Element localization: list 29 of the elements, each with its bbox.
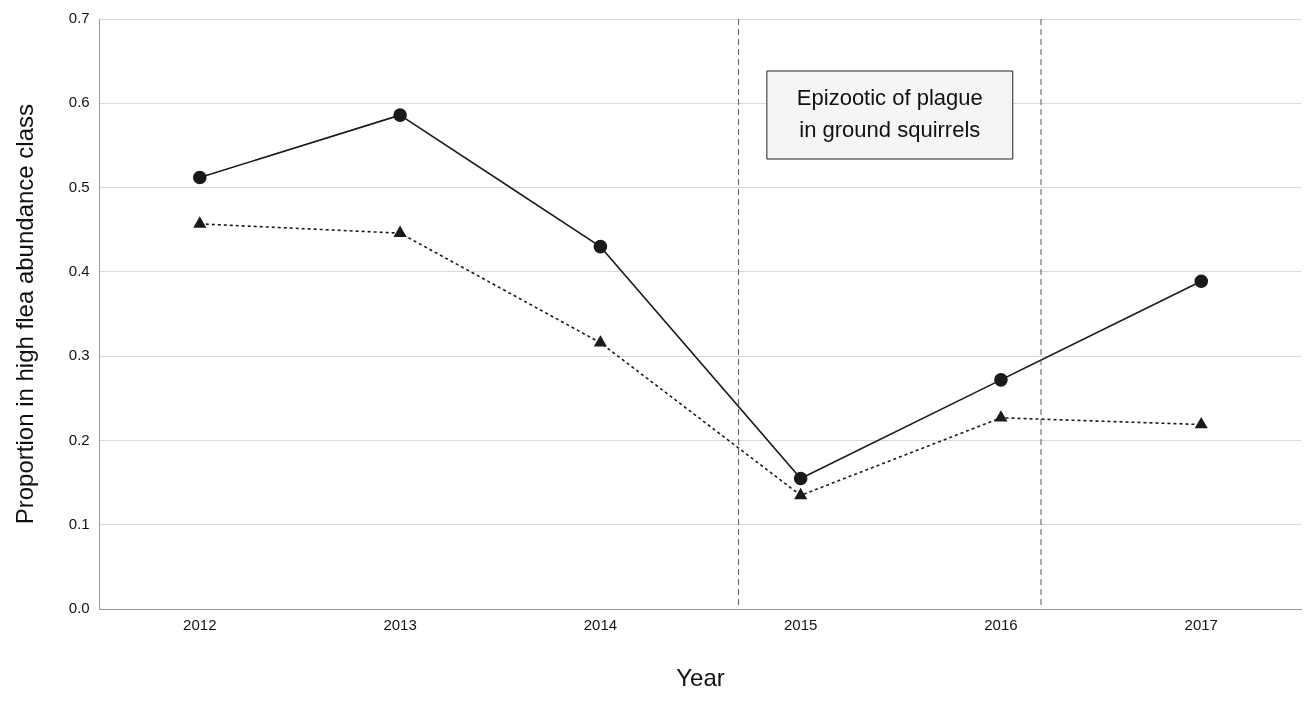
x-tick-label: 2016 [984, 616, 1018, 634]
x-tick-label: 2017 [1184, 616, 1218, 634]
point [193, 217, 206, 228]
annotation: Epizootic of plague in ground squirrels [796, 85, 983, 143]
y-tick-label: 0.7 [68, 9, 90, 27]
x-tick-label: 2012 [183, 616, 217, 634]
point [793, 471, 808, 486]
point [1195, 417, 1208, 429]
y-tick-label: 0.6 [68, 93, 90, 111]
point [994, 411, 1007, 422]
point [794, 488, 807, 500]
x-tick-label: 2014 [583, 616, 618, 634]
point [394, 226, 407, 237]
y-tick-label: 0.4 [68, 262, 90, 280]
x-axis-title: Year [676, 664, 725, 692]
x-tick-label: 2015 [783, 616, 818, 634]
y-tick-label: 0.1 [68, 515, 90, 533]
point [193, 170, 207, 185]
point [1194, 274, 1209, 289]
point [393, 108, 407, 122]
y-tick-label: 0.2 [68, 430, 90, 448]
point [994, 373, 1008, 387]
y-tick-label: 0.3 [68, 346, 90, 364]
y-tick-label: 0.5 [68, 177, 90, 195]
point [593, 239, 608, 254]
y-tick-label: 0.0 [68, 599, 90, 617]
x-tick-label: 2013 [383, 616, 417, 634]
point [594, 335, 607, 347]
y-axis-title: Proportion in high flea abundance class [11, 103, 39, 525]
